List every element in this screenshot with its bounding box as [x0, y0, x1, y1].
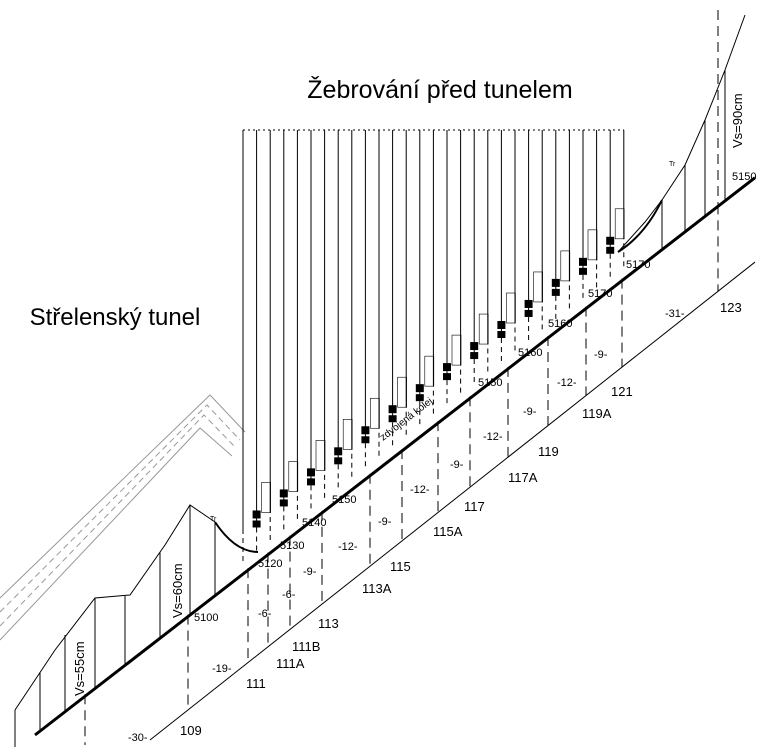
rib-block [307, 468, 315, 476]
label: 5150 [332, 494, 356, 506]
rib-tag [452, 335, 461, 365]
label: 117A [508, 470, 538, 485]
rib-tag [262, 482, 271, 512]
label: 5170 [626, 259, 650, 271]
label: 115 [390, 559, 411, 574]
label: 119 [538, 444, 559, 459]
label: -9- [594, 349, 608, 361]
label: 113 [318, 616, 339, 631]
label: 115A [433, 524, 463, 539]
label: 5160 [548, 318, 572, 330]
title: Žebrování před tunelem [307, 75, 572, 104]
label: -12- [557, 377, 577, 389]
rib-tag [343, 419, 352, 449]
rib-tag [398, 377, 407, 407]
rib-block [552, 279, 560, 287]
rib-block [579, 268, 587, 275]
label: -12- [483, 431, 503, 443]
rib-tag [506, 293, 515, 323]
label: 5150 [732, 171, 756, 183]
label: -31- [665, 308, 685, 320]
drawing: Žebrování před tunelem Střelenský tunel … [0, 0, 759, 747]
rib-tag [479, 314, 488, 344]
label: -9- [303, 566, 317, 578]
label: 5130 [280, 540, 304, 552]
tunnel-outline [0, 395, 245, 598]
height-label: Vs=90cm [730, 93, 745, 148]
label: 123 [720, 300, 742, 315]
terrain-slope [215, 522, 258, 552]
rib-block [525, 300, 533, 308]
label: -30- [128, 732, 148, 744]
rib-block [552, 289, 560, 296]
tunnel-outline [0, 405, 240, 612]
tunnel-label: Střelenský tunel [30, 304, 201, 331]
rib-tag [615, 209, 624, 239]
rib-tag [425, 356, 434, 386]
rib-block [253, 510, 261, 518]
tunnel-outline [0, 415, 236, 626]
terrain [618, 15, 745, 252]
rib-block [280, 489, 288, 497]
label: 111 [246, 676, 266, 691]
label: 117 [464, 499, 485, 514]
rib-block [334, 457, 342, 464]
rib-block [280, 499, 288, 506]
rib-block [416, 384, 424, 392]
rib-block [470, 352, 478, 359]
rib-block [334, 447, 342, 455]
label: 111B [292, 639, 320, 654]
label: -19- [212, 663, 232, 675]
rib-block [497, 331, 505, 338]
label: 5150 [478, 377, 502, 389]
rib-block [307, 478, 315, 485]
label: 5100 [194, 612, 218, 624]
rib-block [606, 237, 614, 245]
rib-block [253, 520, 261, 527]
label: 5170 [588, 288, 612, 300]
label: 111A [276, 656, 305, 671]
label: -9- [378, 516, 392, 528]
rib-tag [316, 440, 325, 470]
label: 5160 [518, 347, 542, 359]
rib-block [606, 247, 614, 254]
label: -9- [523, 406, 537, 418]
rib-tag [370, 398, 379, 428]
label: -12- [410, 484, 430, 496]
rib-tag [289, 461, 298, 491]
geometry [0, 10, 755, 747]
label: 119A [582, 406, 612, 421]
rib-block [579, 258, 587, 266]
rib-block [443, 363, 451, 371]
marker: Tr [210, 516, 217, 523]
label: 113A [362, 581, 392, 596]
label: 5120 [258, 558, 282, 570]
rib-block [470, 342, 478, 350]
rib-block [443, 373, 451, 380]
station-line [150, 262, 755, 740]
label: -9- [450, 459, 464, 471]
label: -12- [338, 541, 358, 553]
rib-tag [534, 272, 543, 302]
label: -6- [282, 589, 296, 601]
rib-block [497, 321, 505, 329]
terrain [15, 505, 215, 710]
height-label: Vs=55cm [72, 641, 87, 696]
label: 109 [180, 723, 202, 738]
rib-block [525, 310, 533, 317]
rib-block [361, 436, 369, 443]
label: 5140 [302, 517, 326, 529]
rib-block [361, 426, 369, 434]
rib-tag [561, 251, 570, 281]
label: -6- [258, 608, 272, 620]
rib-tag [588, 230, 597, 260]
height-label: Vs=60cm [170, 563, 185, 618]
marker: Tr [669, 161, 676, 168]
rib-block [389, 405, 397, 413]
label: 121 [611, 384, 633, 399]
